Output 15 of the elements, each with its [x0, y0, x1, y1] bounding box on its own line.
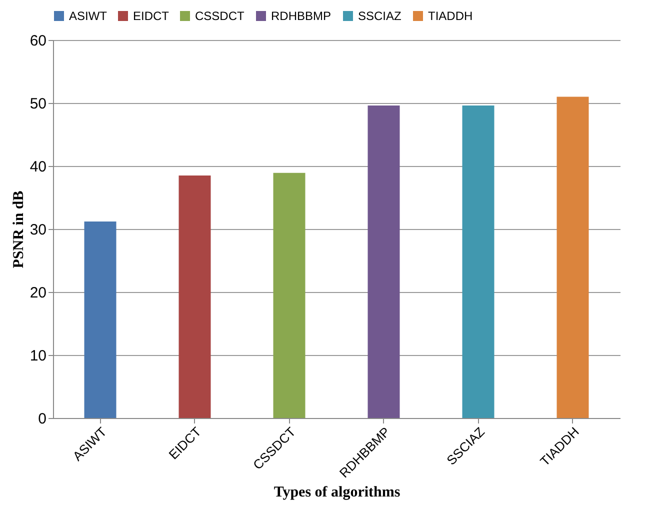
legend-label: CSSDCT — [195, 9, 246, 23]
y-tick-label: 40 — [30, 158, 46, 176]
y-axis-title: PSNR in dB — [10, 190, 27, 268]
y-tick-label: 50 — [30, 96, 46, 112]
legend-label: SSCIAZ — [358, 9, 402, 23]
y-tick-label: 20 — [30, 284, 46, 302]
legend-label: ASIWT — [69, 9, 108, 23]
y-tick-label: 0 — [38, 410, 46, 428]
y-tick-label: 10 — [30, 348, 46, 364]
x-axis-title: Types of algorithms — [274, 484, 400, 501]
y-tick-label: 30 — [30, 222, 46, 238]
legend-label: EIDCT — [133, 9, 170, 23]
legend-label: RDHBBMP — [271, 9, 332, 23]
y-tick-label: 60 — [30, 32, 46, 50]
legend-label: TIADDH — [428, 9, 473, 23]
